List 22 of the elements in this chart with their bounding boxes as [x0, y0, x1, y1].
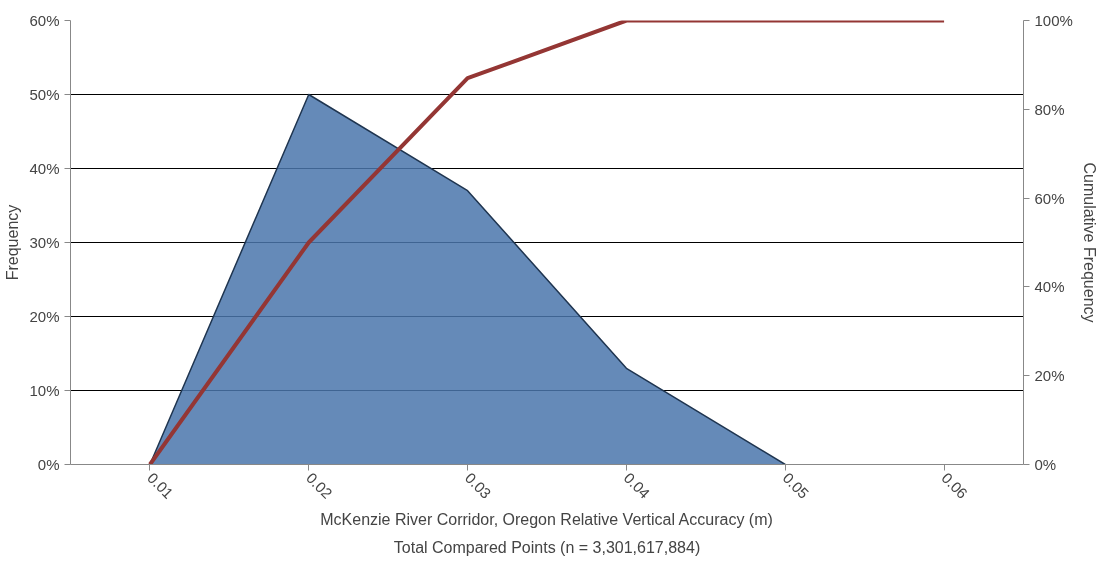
x-tick-label: 0.03: [461, 469, 495, 502]
x-tick-label: 0.06: [938, 469, 972, 502]
y-tick-label: 0%: [37, 456, 60, 473]
y-axis-title: Frequency: [4, 204, 22, 281]
y-tick-label: 10%: [29, 382, 60, 399]
y-tick-label: 40%: [29, 160, 60, 177]
x-tick-label: 0.05: [779, 469, 813, 502]
y-tick-label: 30%: [29, 234, 60, 251]
y2-tick-label: 100%: [1034, 12, 1073, 29]
y-tick-label: 60%: [29, 12, 60, 29]
y2-tick-label: 20%: [1034, 367, 1065, 385]
x-tick-label: 0.04: [620, 469, 654, 502]
y2-tick-label: 60%: [1034, 189, 1065, 207]
y2-axis-title: Cumulative Frequency: [1080, 162, 1098, 323]
y2-tick-label: 40%: [1034, 278, 1065, 296]
y2-tick-label: 0%: [1034, 456, 1057, 473]
line-series: [147, 20, 947, 465]
y-tick-label: 50%: [29, 86, 60, 103]
y-tick-label: 20%: [29, 308, 60, 325]
x-axis-title: McKenzie River Corridor, Oregon Relative Vertical Accuracy (m): [320, 511, 773, 529]
y2-tick-label: 80%: [1034, 100, 1065, 118]
text: Total Compared Points (n = 3,301,617,884): [393, 538, 701, 556]
